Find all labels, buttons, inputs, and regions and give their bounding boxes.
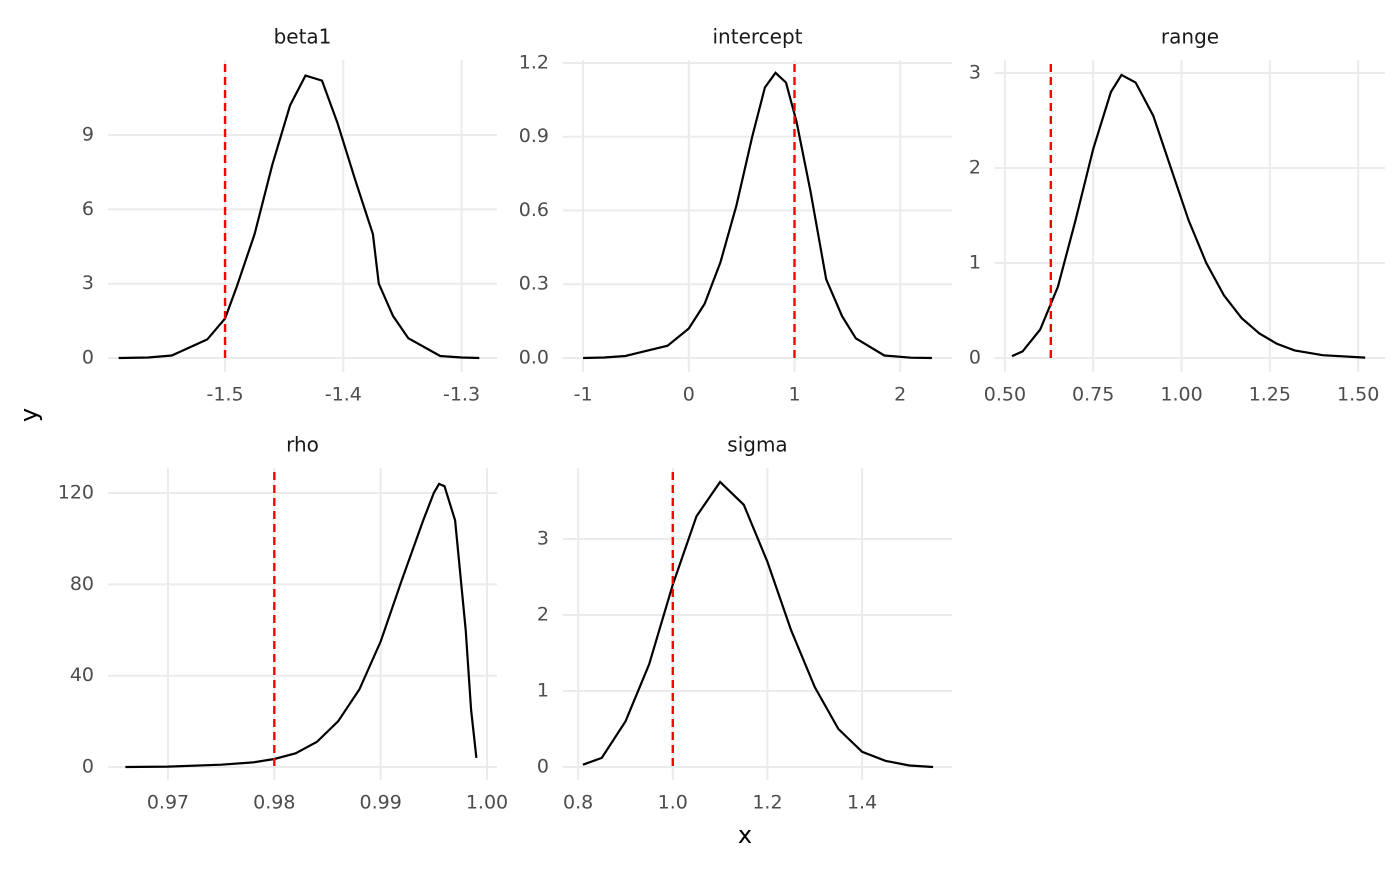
y-axis-label: y bbox=[15, 408, 43, 422]
y-tick-label: 0 bbox=[82, 756, 94, 778]
density-line bbox=[125, 482, 478, 769]
x-axis-label: x bbox=[738, 821, 752, 849]
y-tick-label: 6 bbox=[82, 198, 94, 220]
y-tick-label: 3 bbox=[969, 62, 981, 84]
panel-title: range bbox=[1161, 25, 1219, 49]
y-tick-label: 1.2 bbox=[519, 51, 549, 73]
y-tick-label: 9 bbox=[82, 124, 94, 146]
x-tick-label: 1.0 bbox=[658, 792, 688, 814]
y-tick-label: 80 bbox=[70, 573, 94, 595]
x-tick-label: 0 bbox=[683, 384, 695, 406]
x-tick-label: 0.8 bbox=[563, 792, 593, 814]
x-tick-label: -1 bbox=[574, 384, 593, 406]
x-tick-label: -1.4 bbox=[325, 384, 362, 406]
x-tick-label: 2 bbox=[894, 384, 906, 406]
y-tick-label: 120 bbox=[58, 482, 94, 504]
x-tick-label: 1.4 bbox=[847, 792, 877, 814]
panel-title: rho bbox=[286, 433, 319, 457]
y-tick-label: 0.0 bbox=[519, 346, 549, 368]
panel-title: beta1 bbox=[274, 25, 332, 49]
panel-title: sigma bbox=[727, 433, 787, 457]
y-tick-label: 0 bbox=[969, 347, 981, 369]
y-tick-label: 3 bbox=[82, 272, 94, 294]
y-tick-label: 0 bbox=[82, 347, 94, 369]
x-tick-label: 0.75 bbox=[1072, 384, 1114, 406]
x-tick-label: 0.50 bbox=[984, 384, 1026, 406]
x-tick-label: 0.97 bbox=[147, 792, 189, 814]
density-line bbox=[582, 480, 934, 769]
y-tick-label: 40 bbox=[70, 664, 94, 686]
y-tick-label: 3 bbox=[537, 527, 549, 549]
x-tick-label: 1.25 bbox=[1249, 384, 1291, 406]
y-tick-label: 0.6 bbox=[519, 199, 549, 221]
y-tick-label: 0.3 bbox=[519, 273, 549, 295]
y-tick-label: 1 bbox=[969, 252, 981, 274]
x-tick-label: 1.00 bbox=[466, 792, 508, 814]
y-tick-label: 0.9 bbox=[519, 125, 549, 147]
x-tick-label: 1.2 bbox=[752, 792, 782, 814]
x-tick-label: -1.3 bbox=[443, 384, 480, 406]
panel-title: intercept bbox=[713, 25, 803, 49]
y-tick-label: 2 bbox=[969, 157, 981, 179]
density-line bbox=[1011, 73, 1366, 359]
x-tick-label: 1.00 bbox=[1160, 384, 1202, 406]
x-tick-label: 1 bbox=[788, 384, 800, 406]
y-tick-label: 0 bbox=[537, 756, 549, 778]
y-tick-label: 2 bbox=[537, 603, 549, 625]
x-tick-label: -1.5 bbox=[207, 384, 244, 406]
x-tick-label: 0.99 bbox=[360, 792, 402, 814]
density-line bbox=[583, 71, 932, 360]
x-tick-label: 1.50 bbox=[1337, 384, 1379, 406]
y-tick-label: 1 bbox=[537, 679, 549, 701]
x-tick-label: 0.98 bbox=[253, 792, 295, 814]
density-line bbox=[118, 74, 480, 360]
